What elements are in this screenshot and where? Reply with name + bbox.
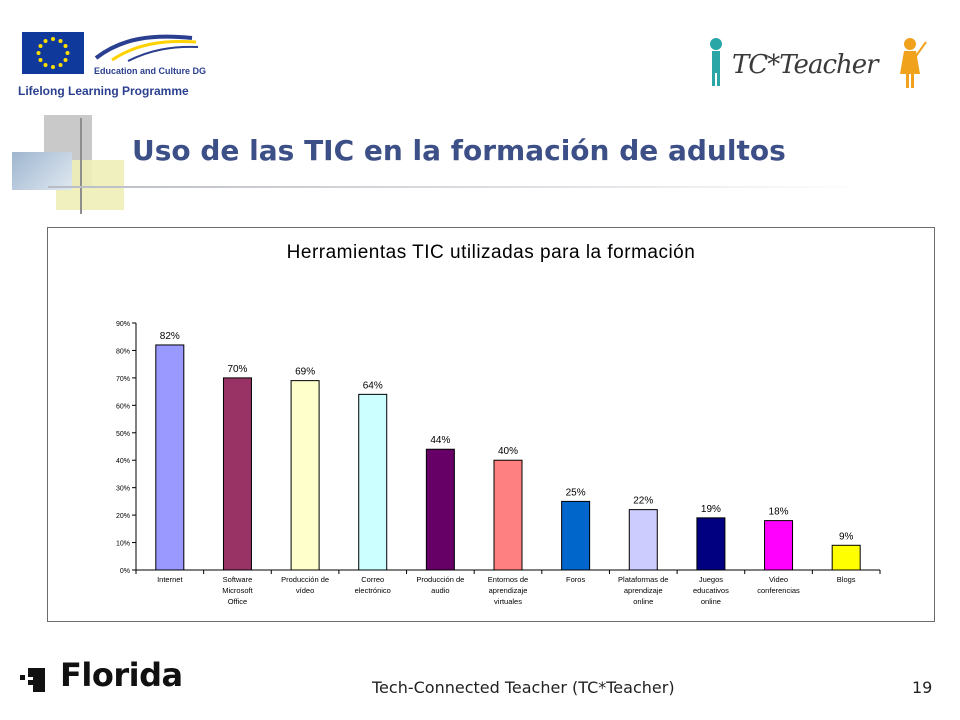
footer-text: Tech-Connected Teacher (TC*Teacher) [372, 678, 675, 697]
x-category-label: vídeo [296, 586, 314, 595]
chart-title: Herramientas TIC utilizadas para la form… [286, 242, 696, 263]
y-tick-label: 20% [116, 513, 130, 520]
x-category-label: virtuales [494, 597, 522, 606]
bar [493, 459, 523, 571]
x-category-label: Producción de [281, 575, 329, 584]
y-tick-label: 50% [116, 431, 130, 438]
y-tick-label: 10% [116, 541, 130, 548]
bar-value-label: 44% [430, 435, 450, 446]
bar-value-label: 82% [160, 331, 180, 342]
tc-teacher-logo: TC*Teacher [704, 34, 930, 94]
x-category-label: audio [431, 586, 449, 595]
bar [696, 517, 726, 571]
x-category-label: Office [228, 597, 247, 606]
y-tick-label: 60% [116, 403, 130, 410]
bar-value-label: 9% [839, 531, 854, 542]
x-category-label: Video [769, 575, 788, 584]
x-category-label: conferencias [757, 586, 800, 595]
bar-value-label: 70% [227, 364, 247, 375]
bar [628, 509, 658, 571]
person-right-icon [900, 38, 927, 88]
x-category-label: aprendizaje [489, 586, 528, 595]
y-tick-label: 90% [116, 321, 130, 328]
bar-value-label: 64% [363, 380, 383, 391]
x-category-label: Internet [157, 575, 183, 584]
x-category-label: Producción de [416, 575, 464, 584]
eu-swoosh-icon [94, 34, 199, 62]
bar-value-label: 40% [498, 446, 518, 457]
y-tick-label: 30% [116, 486, 130, 493]
y-tick-label: 0% [120, 568, 130, 575]
x-category-label: Plataformas de [618, 575, 668, 584]
bar [290, 380, 320, 571]
bar-value-label: 25% [566, 487, 586, 498]
florida-mark-icon [20, 668, 45, 692]
title-underline [48, 186, 868, 188]
x-category-label: Microsoft [222, 586, 253, 595]
bar [358, 393, 388, 571]
bar [831, 544, 861, 571]
x-category-label: electrónico [355, 586, 391, 595]
x-category-label: aprendizaje [624, 586, 663, 595]
x-category-label: Juegos [699, 575, 723, 584]
chart-frame: Herramientas TIC utilizadas para la form… [47, 227, 935, 622]
bar-value-label: 22% [633, 496, 653, 507]
bar-value-label: 19% [701, 504, 721, 515]
eu-programme-label: Lifelong Learning Programme [18, 84, 189, 98]
bar [561, 500, 591, 571]
bar [425, 448, 455, 571]
x-category-label: Correo [361, 575, 384, 584]
x-category-label: Blogs [837, 575, 856, 584]
x-category-label: Software [223, 575, 253, 584]
y-tick-label: 70% [116, 376, 130, 383]
eu-dg-label: Education and Culture DG [94, 66, 207, 76]
bar-chart: 0% 10% 20% 30% 40% 50% 60% 70% 80% 90% 82% Internet… [116, 321, 881, 606]
x-category-label: educativos [693, 586, 729, 595]
person-left-icon [710, 38, 722, 86]
bar [222, 377, 252, 571]
x-category-label: online [633, 597, 653, 606]
page-number: 19 [912, 678, 933, 697]
bar [764, 520, 794, 571]
bar-value-label: 69% [295, 367, 315, 378]
decor-square [12, 152, 72, 190]
eu-flag-icon [22, 32, 84, 74]
y-tick-label: 40% [116, 458, 130, 465]
x-category-label: Entornos de [488, 575, 528, 584]
bar-value-label: 18% [769, 507, 789, 518]
florida-wordmark: Florida [60, 656, 183, 694]
tc-teacher-wordmark: TC*Teacher [732, 50, 879, 80]
y-tick-label: 80% [116, 348, 130, 355]
eu-lifelong-learning-logo: Education and Culture DG Lifelong Learni… [18, 28, 206, 102]
slide-title: Uso de las TIC en la formación de adulto… [132, 134, 786, 167]
x-category-label: Foros [566, 575, 585, 584]
bar [155, 344, 185, 571]
x-category-label: online [701, 597, 721, 606]
decor-line [80, 118, 82, 214]
